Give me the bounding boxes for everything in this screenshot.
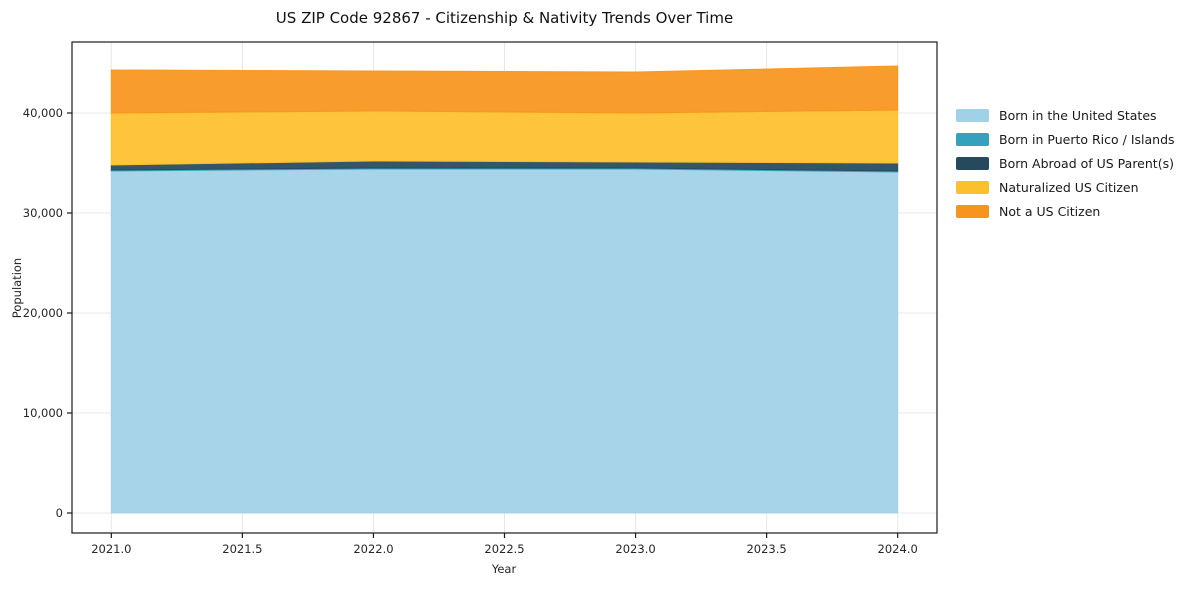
legend-row: Not a US Citizen xyxy=(956,199,1175,223)
legend-label: Not a US Citizen xyxy=(999,203,1101,219)
y-tick-label: 40,000 xyxy=(22,106,63,120)
legend-label: Born in Puerto Rico / Islands xyxy=(999,131,1175,147)
legend-label: Naturalized US Citizen xyxy=(999,179,1139,195)
legend-swatch xyxy=(956,132,989,146)
x-tick-label: 2021.5 xyxy=(222,542,263,556)
legend-swatch xyxy=(956,108,989,122)
legend-label: Born in the United States xyxy=(999,107,1157,123)
legend-label: Born Abroad of US Parent(s) xyxy=(999,155,1174,171)
x-tick-label: 2023.5 xyxy=(746,542,787,556)
area-series xyxy=(110,168,899,514)
legend-swatch xyxy=(956,156,989,170)
y-axis-label: Population xyxy=(10,257,24,319)
x-tick-label: 2021.0 xyxy=(91,542,132,556)
y-tick-label: 30,000 xyxy=(22,206,63,220)
x-axis-label: Year xyxy=(491,562,517,576)
area-series xyxy=(110,109,899,166)
area-series xyxy=(110,65,899,114)
x-tick-label: 2024.0 xyxy=(877,542,918,556)
y-tick-label: 10,000 xyxy=(22,406,63,420)
legend-row: Born in the United States xyxy=(956,103,1175,127)
legend-swatch xyxy=(956,180,989,194)
x-tick-label: 2022.0 xyxy=(353,542,394,556)
x-tick-label: 2022.5 xyxy=(484,542,525,556)
y-tick-label: 0 xyxy=(55,506,63,520)
y-tick-label: 20,000 xyxy=(22,306,63,320)
x-tick-label: 2023.0 xyxy=(615,542,656,556)
legend-row: Born Abroad of US Parent(s) xyxy=(956,151,1175,175)
legend: Born in the United States Born in Puerto … xyxy=(956,103,1175,223)
chart-title: US ZIP Code 92867 - Citizenship & Nativi… xyxy=(275,9,734,27)
legend-row: Naturalized US Citizen xyxy=(956,175,1175,199)
legend-swatch xyxy=(956,204,989,218)
legend-row: Born in Puerto Rico / Islands xyxy=(956,127,1175,151)
